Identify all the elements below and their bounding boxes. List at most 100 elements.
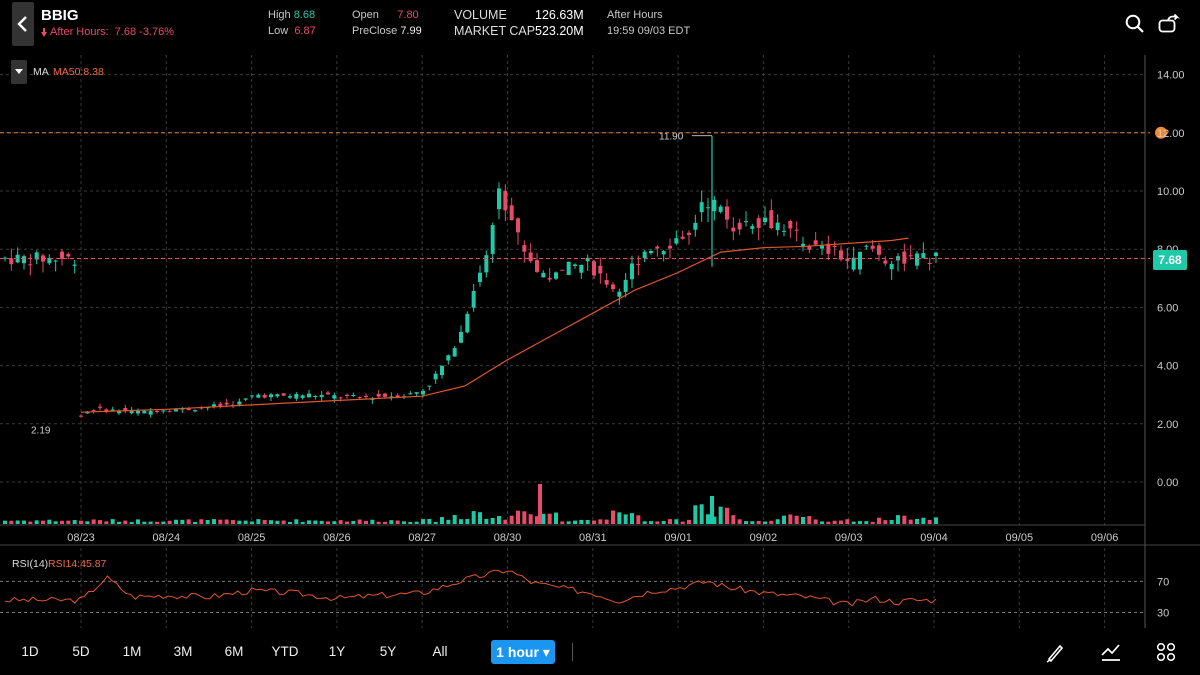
- candle-body: [47, 257, 52, 264]
- range-all[interactable]: All: [432, 644, 448, 659]
- volume-bar: [186, 519, 191, 524]
- candlesticks: 11.90 2.19: [3, 132, 938, 436]
- volume-bar: [788, 514, 793, 524]
- volume-label: VOLUME: [454, 8, 507, 22]
- volume-bar: [763, 521, 767, 524]
- range-1d[interactable]: 1D: [21, 644, 39, 659]
- indicator-dropdown-button[interactable]: [11, 60, 27, 84]
- volume-bar: [180, 519, 185, 524]
- candle-body: [326, 392, 330, 395]
- range-5d[interactable]: 5D: [72, 644, 90, 659]
- volume-bar: [617, 512, 622, 524]
- grid-layout-icon[interactable]: [1155, 641, 1177, 663]
- price-chart[interactable]: 11.902.19 14.0012.0010.008.006.004.002.0…: [0, 0, 1200, 632]
- volume-bar: [547, 513, 552, 524]
- back-button[interactable]: [12, 2, 34, 46]
- candle-body: [737, 222, 742, 230]
- volume-bar: [408, 521, 413, 524]
- candle-body: [858, 251, 862, 270]
- volume-bar: [60, 520, 64, 524]
- volume-bar: [231, 520, 235, 524]
- low-label: Low: [268, 25, 289, 37]
- candle-body: [642, 251, 647, 259]
- interval-dropdown[interactable]: 1 hour ▾: [491, 640, 555, 664]
- volume-bar: [851, 521, 856, 524]
- volume-bar: [832, 520, 837, 524]
- volume-bar: [224, 519, 229, 524]
- rsi-label: RSI(14): [12, 558, 49, 570]
- y-tick-label: 14.00: [1157, 70, 1185, 82]
- range-1m[interactable]: 1M: [122, 644, 142, 659]
- ma50-value: MA50:8.38: [53, 66, 104, 78]
- volume-bar: [41, 520, 45, 524]
- volume-bar: [427, 519, 432, 524]
- candle-body: [28, 264, 33, 266]
- candle-body: [319, 394, 324, 398]
- volume-bar: [693, 505, 698, 524]
- candle-body: [155, 410, 159, 412]
- search-icon[interactable]: [1125, 14, 1145, 34]
- candle-body: [503, 190, 508, 211]
- volume-bar: [813, 519, 818, 524]
- volume-bar: [585, 520, 590, 524]
- x-tick-label: 08/23: [67, 532, 95, 544]
- candle-body: [680, 236, 685, 239]
- candle-body: [174, 409, 178, 412]
- volume-bar: [300, 521, 305, 524]
- volume-bar: [636, 515, 641, 524]
- volume-bar: [212, 519, 216, 524]
- candle-body: [668, 245, 672, 249]
- indicators-icon[interactable]: [1100, 641, 1122, 663]
- volume-bar: [889, 519, 894, 524]
- range-1y[interactable]: 1Y: [328, 644, 346, 659]
- rsi-panel: 70 30: [0, 569, 1169, 619]
- volume-bar: [414, 521, 419, 524]
- draw-pen-icon[interactable]: [1045, 641, 1065, 663]
- range-ytd[interactable]: YTD: [271, 644, 299, 659]
- candle-body: [592, 261, 596, 276]
- candle-body: [535, 260, 539, 272]
- y-tick-label: 2.00: [1157, 419, 1178, 431]
- volume-bar: [744, 521, 748, 524]
- candle-body: [269, 394, 273, 398]
- candle-body: [826, 243, 831, 254]
- volume-bar: [699, 504, 704, 524]
- candle-body: [262, 394, 267, 398]
- volume-bar: [376, 521, 381, 524]
- volume-bar: [345, 521, 349, 524]
- candle-body: [383, 393, 387, 397]
- candle-body: [598, 265, 603, 274]
- volume-bar: [351, 520, 356, 524]
- volume-bar: [674, 519, 679, 524]
- volume-bar: [243, 520, 248, 524]
- candle-body: [775, 222, 780, 231]
- candle-body: [161, 410, 166, 412]
- candle-body: [34, 252, 39, 260]
- volume-bar: [560, 521, 565, 524]
- volume-bar: [497, 516, 501, 524]
- candle-body: [433, 373, 438, 380]
- volume-bar: [123, 520, 128, 524]
- range-6m[interactable]: 6M: [224, 644, 244, 659]
- candle-body: [915, 253, 919, 266]
- volume-bar: [357, 519, 362, 524]
- share-icon[interactable]: [1158, 14, 1180, 34]
- range-3m[interactable]: 3M: [173, 644, 193, 659]
- candle-body: [883, 260, 888, 264]
- volume-bar: [522, 511, 527, 524]
- range-5y[interactable]: 5Y: [379, 644, 397, 659]
- down-arrow-icon: [41, 27, 47, 37]
- caret-down-icon: [15, 69, 23, 74]
- volume-bar: [516, 510, 520, 524]
- session-time: 19:59 09/03 EDT: [607, 25, 691, 37]
- volume-bar: [3, 520, 7, 524]
- x-tick-label: 08/30: [494, 532, 522, 544]
- volume-bar: [446, 519, 451, 524]
- volume-spike: [538, 484, 542, 524]
- volume-bar: [598, 519, 603, 524]
- volume-bar: [319, 520, 324, 524]
- candle-body: [218, 403, 223, 406]
- candle-body: [72, 264, 77, 266]
- volume-bar: [85, 521, 90, 524]
- volume-bar: [902, 515, 907, 524]
